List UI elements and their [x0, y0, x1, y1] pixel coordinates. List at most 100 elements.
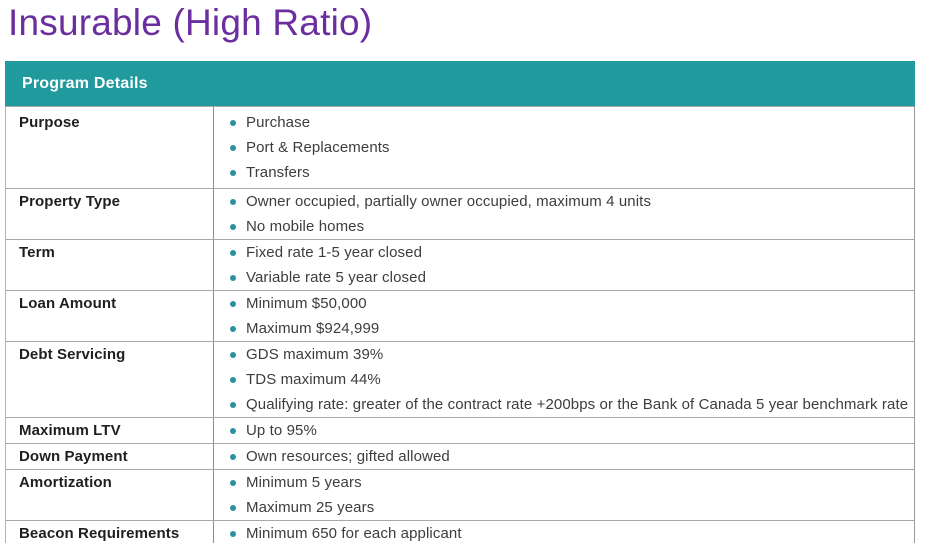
- bullet-item: Port & Replacements: [228, 135, 914, 160]
- bullet-text: Variable rate 5 year closed: [246, 269, 427, 286]
- bullet-icon: [230, 144, 236, 151]
- bullet-list: Up to 95%: [228, 418, 914, 443]
- row-items-cell: Up to 95%: [214, 418, 914, 443]
- bullet-text: Port & Replacements: [246, 139, 390, 156]
- table-header: Program Details: [5, 61, 915, 106]
- bullet-list: Minimum 650 for each applicant: [228, 521, 914, 543]
- row-items-cell: Purchase Port & Replacements Transfers: [214, 107, 914, 188]
- row-label-cell: Debt Servicing: [6, 342, 214, 417]
- bullet-icon: [230, 169, 236, 176]
- row-items-cell: Minimum $50,000 Maximum $924,999: [214, 291, 914, 341]
- row-label: Beacon Requirements: [19, 525, 180, 542]
- bullet-item: Qualifying rate: greater of the contract…: [228, 392, 914, 417]
- program-details-table: Program Details Purpose Purchase Port & R…: [5, 61, 915, 543]
- bullet-text: No mobile homes: [246, 218, 365, 235]
- bullet-item: Minimum $50,000: [228, 291, 914, 316]
- bullet-icon: [230, 401, 236, 408]
- row-label: Debt Servicing: [19, 346, 126, 363]
- bullet-item: Minimum 650 for each applicant: [228, 521, 914, 543]
- bullet-item: Transfers: [228, 160, 914, 185]
- bullet-item: Variable rate 5 year closed: [228, 265, 914, 290]
- table-row: Loan Amount Minimum $50,000 Maximum $924,…: [6, 290, 914, 341]
- row-items-cell: GDS maximum 39% TDS maximum 44% Qualifying…: [214, 342, 914, 417]
- row-items-cell: Own resources; gifted allowed: [214, 444, 914, 469]
- bullet-list: Purchase Port & Replacements Transfers: [228, 110, 914, 185]
- bullet-item: Owner occupied, partially owner occupied…: [228, 189, 914, 214]
- bullet-list: Minimum 5 years Maximum 25 years: [228, 470, 914, 520]
- row-label-cell: Down Payment: [6, 444, 214, 469]
- table-row: Debt Servicing GDS maximum 39% TDS maximu…: [6, 341, 914, 417]
- bullet-list: Minimum $50,000 Maximum $924,999: [228, 291, 914, 341]
- bullet-item: Up to 95%: [228, 418, 914, 443]
- row-label: Purpose: [19, 114, 80, 131]
- bullet-icon: [230, 119, 236, 126]
- table-row: Term Fixed rate 1-5 year closed Variable …: [6, 239, 914, 290]
- row-label: Property Type: [19, 193, 121, 210]
- bullet-text: Up to 95%: [246, 422, 317, 439]
- bullet-item: Own resources; gifted allowed: [228, 444, 914, 469]
- bullet-item: No mobile homes: [228, 214, 914, 239]
- bullet-icon: [230, 376, 236, 383]
- bullet-list: Owner occupied, partially owner occupied…: [228, 189, 914, 239]
- row-label: Amortization: [19, 474, 112, 491]
- bullet-icon: [230, 325, 236, 332]
- row-items-cell: Fixed rate 1-5 year closed Variable rate …: [214, 240, 914, 290]
- bullet-list: GDS maximum 39% TDS maximum 44% Qualifying…: [228, 342, 914, 417]
- row-label: Term: [19, 244, 55, 261]
- bullet-text: GDS maximum 39%: [246, 346, 384, 363]
- bullet-list: Own resources; gifted allowed: [228, 444, 914, 469]
- row-label-cell: Amortization: [6, 470, 214, 520]
- table-row: Down Payment Own resources; gifted allow…: [6, 443, 914, 469]
- row-label-cell: Purpose: [6, 107, 214, 188]
- bullet-list: Fixed rate 1-5 year closed Variable rate …: [228, 240, 914, 290]
- bullet-text: Own resources; gifted allowed: [246, 448, 450, 465]
- row-label: Maximum LTV: [19, 422, 121, 439]
- bullet-item: GDS maximum 39%: [228, 342, 914, 367]
- bullet-item: Minimum 5 years: [228, 470, 914, 495]
- bullet-text: TDS maximum 44%: [246, 371, 381, 388]
- row-items-cell: Owner occupied, partially owner occupied…: [214, 189, 914, 239]
- bullet-icon: [230, 351, 236, 358]
- table-row: Maximum LTV Up to 95%: [6, 417, 914, 443]
- row-label-cell: Property Type: [6, 189, 214, 239]
- row-items-cell: Minimum 650 for each applicant: [214, 521, 914, 543]
- bullet-text: Transfers: [246, 164, 310, 181]
- bullet-text: Minimum 650 for each applicant: [246, 525, 462, 542]
- bullet-icon: [230, 453, 236, 460]
- bullet-text: Maximum $924,999: [246, 320, 380, 337]
- bullet-item: Maximum $924,999: [228, 316, 914, 341]
- bullet-icon: [230, 300, 236, 307]
- bullet-icon: [230, 504, 236, 511]
- bullet-icon: [230, 427, 236, 434]
- bullet-item: Fixed rate 1-5 year closed: [228, 240, 914, 265]
- bullet-text: Owner occupied, partially owner occupied…: [246, 193, 652, 210]
- row-label: Down Payment: [19, 448, 128, 465]
- bullet-item: TDS maximum 44%: [228, 367, 914, 392]
- row-label-cell: Maximum LTV: [6, 418, 214, 443]
- bullet-icon: [230, 530, 236, 537]
- bullet-item: Purchase: [228, 110, 914, 135]
- row-items-cell: Minimum 5 years Maximum 25 years: [214, 470, 914, 520]
- page-title: Insurable (High Ratio): [8, 2, 373, 43]
- row-label-cell: Beacon Requirements: [6, 521, 214, 543]
- bullet-text: Minimum $50,000: [246, 295, 367, 312]
- table-row: Property Type Owner occupied, partially …: [6, 188, 914, 239]
- bullet-icon: [230, 198, 236, 205]
- bullet-item: Maximum 25 years: [228, 495, 914, 520]
- bullet-text: Minimum 5 years: [246, 474, 362, 491]
- table-row: Purpose Purchase Port & Replacements Trans…: [6, 106, 914, 188]
- bullet-icon: [230, 249, 236, 256]
- bullet-text: Maximum 25 years: [246, 499, 375, 516]
- bullet-text: Fixed rate 1-5 year closed: [246, 244, 423, 261]
- table-row: Beacon Requirements Minimum 650 for each…: [6, 520, 914, 543]
- bullet-icon: [230, 274, 236, 281]
- bullet-icon: [230, 223, 236, 230]
- bullet-text: Purchase: [246, 114, 311, 131]
- row-label-cell: Term: [6, 240, 214, 290]
- bullet-text: Qualifying rate: greater of the contract…: [246, 396, 909, 413]
- row-label-cell: Loan Amount: [6, 291, 214, 341]
- table-row: Amortization Minimum 5 years Maximum 25 y…: [6, 469, 914, 520]
- bullet-icon: [230, 479, 236, 486]
- table-body: Purpose Purchase Port & Replacements Trans…: [6, 106, 914, 543]
